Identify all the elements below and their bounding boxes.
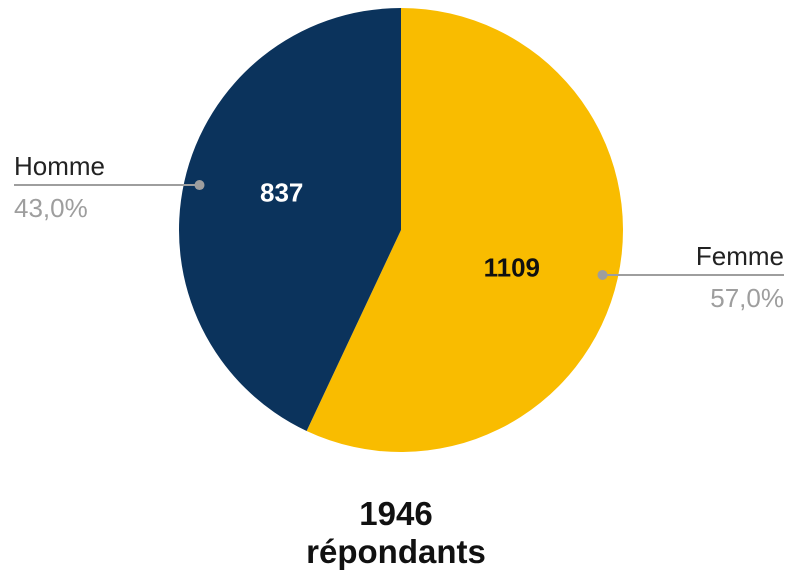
pie-value-label-femme: 1109 xyxy=(484,253,540,283)
pie-labels: 1109 Femme 57,0% 837 Homme 43,0% xyxy=(14,151,784,313)
legend-percent-homme: 43,0% xyxy=(14,193,88,223)
legend-label-homme: Homme xyxy=(14,151,105,181)
leader-dot-homme xyxy=(194,180,205,191)
pie-slices xyxy=(178,8,623,452)
legend-label-femme: Femme xyxy=(696,241,784,271)
total-respondents-count: 1946 xyxy=(359,495,433,532)
pie-slice-femme xyxy=(306,8,623,452)
leader-dot-femme xyxy=(597,269,608,280)
pie-slice-homme xyxy=(178,8,401,431)
pie-value-label-homme: 837 xyxy=(260,177,303,207)
total-respondents-label: répondants xyxy=(306,533,486,570)
legend-percent-femme: 57,0% xyxy=(710,283,784,313)
